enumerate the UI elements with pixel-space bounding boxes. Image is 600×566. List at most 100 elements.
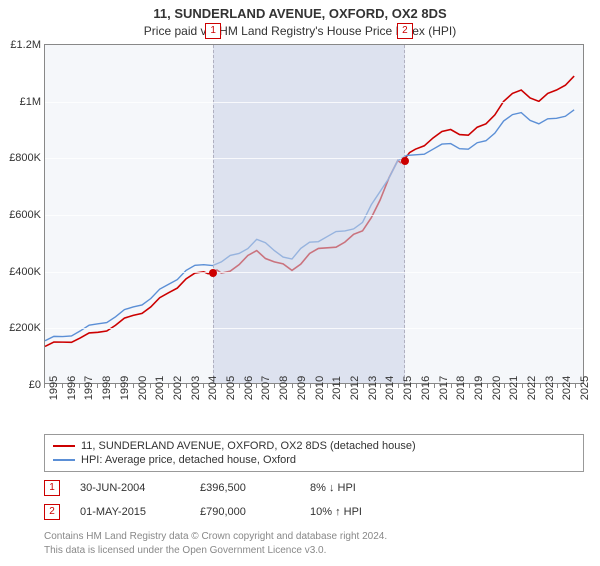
x-tick	[221, 384, 222, 388]
x-tick	[62, 384, 63, 388]
sale-marker-dot	[209, 269, 217, 277]
x-tick	[44, 384, 45, 388]
sales-table: 130-JUN-2004£396,5008% ↓ HPI201-MAY-2015…	[0, 480, 600, 520]
x-tick	[327, 384, 328, 388]
x-axis-label: 2001	[154, 376, 166, 400]
y-axis-label: £600K	[1, 209, 41, 221]
legend-swatch	[53, 459, 75, 461]
x-tick	[487, 384, 488, 388]
x-axis-label: 2019	[473, 376, 485, 400]
x-axis-label: 2018	[455, 376, 467, 400]
gridline	[45, 215, 583, 216]
legend-item: 11, SUNDERLAND AVENUE, OXFORD, OX2 8DS (…	[53, 439, 575, 453]
x-tick	[575, 384, 576, 388]
arrow-icon: ↓	[329, 482, 335, 494]
sale-marker-badge: 1	[205, 23, 221, 39]
x-tick	[150, 384, 151, 388]
x-tick	[540, 384, 541, 388]
y-axis-label: £800K	[1, 152, 41, 164]
x-tick	[363, 384, 364, 388]
x-axis-label: 2016	[420, 376, 432, 400]
legend-item: HPI: Average price, detached house, Oxfo…	[53, 453, 575, 467]
x-axis-label: 2005	[225, 376, 237, 400]
legend-swatch	[53, 445, 75, 447]
x-tick	[451, 384, 452, 388]
sale-marker-dot	[401, 157, 409, 165]
x-axis-label: 2008	[278, 376, 290, 400]
x-tick	[345, 384, 346, 388]
x-axis-label: 2024	[561, 376, 573, 400]
x-axis-label: 2022	[526, 376, 538, 400]
y-axis-label: £1.2M	[1, 39, 41, 51]
x-tick	[274, 384, 275, 388]
x-tick	[97, 384, 98, 388]
gridline	[45, 272, 583, 273]
x-axis-label: 2013	[367, 376, 379, 400]
x-axis-label: 1997	[83, 376, 95, 400]
gridline	[45, 102, 583, 103]
x-axis-label: 2002	[172, 376, 184, 400]
shaded-period	[213, 45, 405, 383]
y-axis-label: £0	[1, 379, 41, 391]
x-axis-label: 2012	[349, 376, 361, 400]
x-axis-label: 2020	[491, 376, 503, 400]
x-tick	[398, 384, 399, 388]
price-chart: £0£200K£400K£600K£800K£1M£1.2M12	[44, 44, 584, 384]
arrow-icon: ↑	[335, 506, 341, 518]
sale-date: 30-JUN-2004	[80, 482, 190, 494]
x-axis-label: 2010	[314, 376, 326, 400]
x-axis-label: 2023	[544, 376, 556, 400]
sale-price: £790,000	[200, 506, 300, 518]
legend-label: 11, SUNDERLAND AVENUE, OXFORD, OX2 8DS (…	[81, 440, 416, 452]
x-tick	[469, 384, 470, 388]
x-tick	[79, 384, 80, 388]
footer-line: Contains HM Land Registry data © Crown c…	[44, 530, 584, 544]
x-tick	[133, 384, 134, 388]
x-tick	[256, 384, 257, 388]
x-axis-label: 2009	[296, 376, 308, 400]
x-axis-label: 2004	[207, 376, 219, 400]
x-axis-label: 1995	[48, 376, 60, 400]
x-tick	[416, 384, 417, 388]
page-subtitle: Price paid vs. HM Land Registry's House …	[0, 24, 600, 38]
x-axis-label: 2003	[190, 376, 202, 400]
y-axis-label: £400K	[1, 266, 41, 278]
x-axis-label: 2006	[243, 376, 255, 400]
x-axis-label: 2017	[438, 376, 450, 400]
x-tick	[292, 384, 293, 388]
x-tick	[380, 384, 381, 388]
sale-price: £396,500	[200, 482, 300, 494]
x-axis-label: 2014	[384, 376, 396, 400]
x-tick	[522, 384, 523, 388]
page-title: 11, SUNDERLAND AVENUE, OXFORD, OX2 8DS	[0, 6, 600, 21]
sale-marker-badge: 2	[397, 23, 413, 39]
x-tick	[168, 384, 169, 388]
legend-label: HPI: Average price, detached house, Oxfo…	[81, 454, 296, 466]
x-tick	[310, 384, 311, 388]
x-axis-label: 2011	[331, 376, 343, 400]
sale-pct-vs-hpi: 10% ↑ HPI	[310, 506, 430, 518]
sale-badge: 1	[44, 480, 60, 496]
x-tick	[557, 384, 558, 388]
x-axis-label: 2015	[402, 376, 414, 400]
gridline	[45, 158, 583, 159]
x-tick	[186, 384, 187, 388]
y-axis-label: £200K	[1, 322, 41, 334]
x-tick	[434, 384, 435, 388]
x-axis-label: 2000	[137, 376, 149, 400]
sale-row: 201-MAY-2015£790,00010% ↑ HPI	[44, 504, 584, 520]
x-tick	[239, 384, 240, 388]
sale-pct-vs-hpi: 8% ↓ HPI	[310, 482, 430, 494]
x-tick	[504, 384, 505, 388]
x-axis-label: 1998	[101, 376, 113, 400]
x-axis-labels: 1995199619971998199920002001200220032004…	[44, 384, 584, 428]
sale-row: 1 30-JUN-2004 £396,500 8% ↓ HPI	[44, 480, 584, 496]
x-axis-label: 1996	[66, 376, 78, 400]
x-axis-label: 2007	[260, 376, 272, 400]
x-tick	[115, 384, 116, 388]
x-axis-label: 2021	[508, 376, 520, 400]
gridline	[45, 328, 583, 329]
x-axis-label: 2025	[579, 376, 591, 400]
footer-attribution: Contains HM Land Registry data © Crown c…	[44, 530, 584, 557]
sale-badge: 2	[44, 504, 60, 520]
